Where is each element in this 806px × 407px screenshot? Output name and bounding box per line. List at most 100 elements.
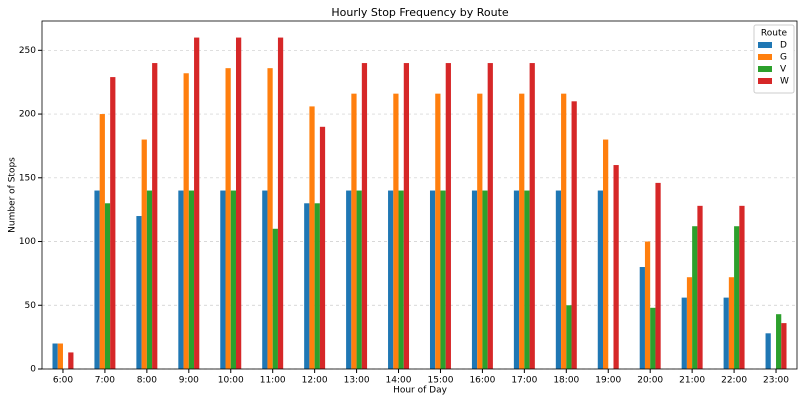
bar bbox=[477, 93, 483, 370]
bar bbox=[429, 190, 436, 369]
bar bbox=[52, 343, 58, 369]
bar bbox=[94, 190, 100, 369]
bar bbox=[597, 190, 604, 369]
bar bbox=[650, 307, 656, 369]
bar bbox=[319, 126, 326, 369]
bar bbox=[566, 305, 572, 369]
bar bbox=[272, 228, 278, 369]
x-tick-label: 23:00 bbox=[763, 376, 789, 386]
legend-label: G bbox=[780, 53, 787, 63]
bar bbox=[482, 190, 488, 369]
legend-swatch bbox=[758, 42, 772, 48]
legend-label: V bbox=[780, 65, 787, 75]
bar bbox=[603, 139, 609, 369]
x-tick-label: 19:00 bbox=[595, 376, 621, 386]
y-axis-label: Number of Stops bbox=[8, 157, 18, 233]
bar bbox=[734, 226, 740, 369]
y-tick-label: 0 bbox=[30, 365, 36, 375]
plot-frame bbox=[41, 20, 798, 370]
bar bbox=[309, 106, 315, 370]
bar bbox=[571, 101, 577, 370]
x-tick-label: 18:00 bbox=[553, 376, 579, 386]
bar bbox=[765, 333, 771, 369]
bar bbox=[403, 63, 410, 370]
bar bbox=[728, 277, 735, 369]
bar bbox=[655, 182, 661, 369]
bar bbox=[613, 165, 619, 369]
x-tick-label: 20:00 bbox=[637, 376, 663, 386]
x-tick-label: 6:00 bbox=[53, 376, 73, 386]
bar bbox=[262, 190, 268, 369]
bar bbox=[220, 190, 226, 369]
bar bbox=[561, 93, 567, 370]
x-tick-label: 10:00 bbox=[218, 376, 244, 386]
bar bbox=[230, 190, 236, 369]
x-tick-label: 21:00 bbox=[679, 376, 705, 386]
bar bbox=[194, 37, 200, 369]
bar bbox=[681, 297, 687, 369]
bar bbox=[267, 68, 273, 370]
bar bbox=[639, 267, 645, 369]
bar bbox=[99, 114, 105, 369]
y-tick-label: 250 bbox=[19, 46, 36, 56]
x-tick-label: 7:00 bbox=[95, 376, 115, 386]
bar bbox=[361, 63, 368, 370]
bar bbox=[781, 323, 787, 369]
bar bbox=[314, 203, 320, 369]
bar bbox=[351, 93, 357, 370]
bar bbox=[487, 63, 493, 370]
x-tick-label: 13:00 bbox=[344, 376, 370, 386]
bar bbox=[692, 226, 698, 369]
bar bbox=[644, 241, 651, 369]
bar bbox=[519, 93, 525, 370]
bar bbox=[555, 190, 562, 369]
legend-label: W bbox=[780, 77, 789, 87]
x-axis-label: Hour of Day bbox=[393, 386, 448, 396]
x-tick-label: 11:00 bbox=[260, 376, 286, 386]
x-tick-label: 16:00 bbox=[469, 376, 495, 386]
bar bbox=[304, 203, 310, 369]
bar bbox=[225, 68, 231, 370]
bar bbox=[68, 352, 74, 369]
bar bbox=[697, 205, 703, 369]
bar bbox=[136, 216, 142, 369]
legend-swatch bbox=[758, 54, 772, 60]
legend-label: D bbox=[780, 41, 787, 51]
x-tick-label: 9:00 bbox=[179, 376, 199, 386]
bar bbox=[398, 190, 404, 369]
x-tick-label: 12:00 bbox=[302, 376, 328, 386]
bar bbox=[183, 73, 189, 369]
bar bbox=[110, 77, 116, 369]
bar bbox=[471, 190, 478, 369]
bar bbox=[188, 190, 195, 369]
y-tick-label: 200 bbox=[19, 110, 36, 120]
bar bbox=[141, 139, 147, 369]
bar bbox=[277, 37, 284, 369]
x-tick-label: 17:00 bbox=[511, 376, 537, 386]
y-tick-label: 100 bbox=[19, 237, 36, 247]
bar bbox=[57, 343, 63, 369]
x-tick-label: 15:00 bbox=[428, 376, 454, 386]
chart-title: Hourly Stop Frequency by Route bbox=[331, 6, 509, 19]
legend-title: Route bbox=[761, 29, 788, 39]
bar bbox=[529, 63, 535, 370]
bar bbox=[235, 37, 242, 369]
bar bbox=[152, 63, 158, 370]
bar bbox=[435, 93, 441, 370]
bar bbox=[146, 190, 153, 369]
y-tick-label: 50 bbox=[25, 301, 37, 311]
bar bbox=[104, 203, 111, 369]
bar bbox=[686, 277, 693, 369]
bar bbox=[393, 93, 399, 370]
x-tick-label: 8:00 bbox=[137, 376, 157, 386]
bar bbox=[388, 190, 394, 369]
bar bbox=[178, 190, 184, 369]
x-tick-label: 14:00 bbox=[386, 376, 412, 386]
x-tick-label: 22:00 bbox=[721, 376, 747, 386]
bar bbox=[346, 190, 352, 369]
bar bbox=[440, 190, 446, 369]
bar bbox=[513, 190, 520, 369]
bar bbox=[776, 314, 782, 369]
legend-swatch bbox=[758, 66, 772, 72]
